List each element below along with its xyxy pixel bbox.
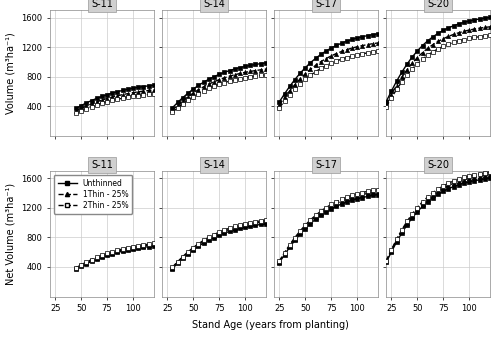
Title: S-14: S-14 bbox=[203, 0, 225, 9]
Y-axis label: Net Volume (m³ha⁻¹): Net Volume (m³ha⁻¹) bbox=[6, 183, 16, 285]
Legend: Unthinned, 1Thin - 25%, 2Thin - 25%: Unthinned, 1Thin - 25%, 2Thin - 25% bbox=[54, 175, 132, 214]
Y-axis label: Volume (m³ha⁻¹): Volume (m³ha⁻¹) bbox=[6, 32, 16, 114]
Text: Stand Age (years from planting): Stand Age (years from planting) bbox=[192, 320, 348, 330]
Title: S-20: S-20 bbox=[427, 0, 449, 9]
Title: S-11: S-11 bbox=[91, 0, 113, 9]
Title: S-17: S-17 bbox=[315, 0, 337, 9]
Title: S-17: S-17 bbox=[315, 160, 337, 170]
Title: S-14: S-14 bbox=[203, 160, 225, 170]
Title: S-11: S-11 bbox=[91, 160, 113, 170]
Title: S-20: S-20 bbox=[427, 160, 449, 170]
